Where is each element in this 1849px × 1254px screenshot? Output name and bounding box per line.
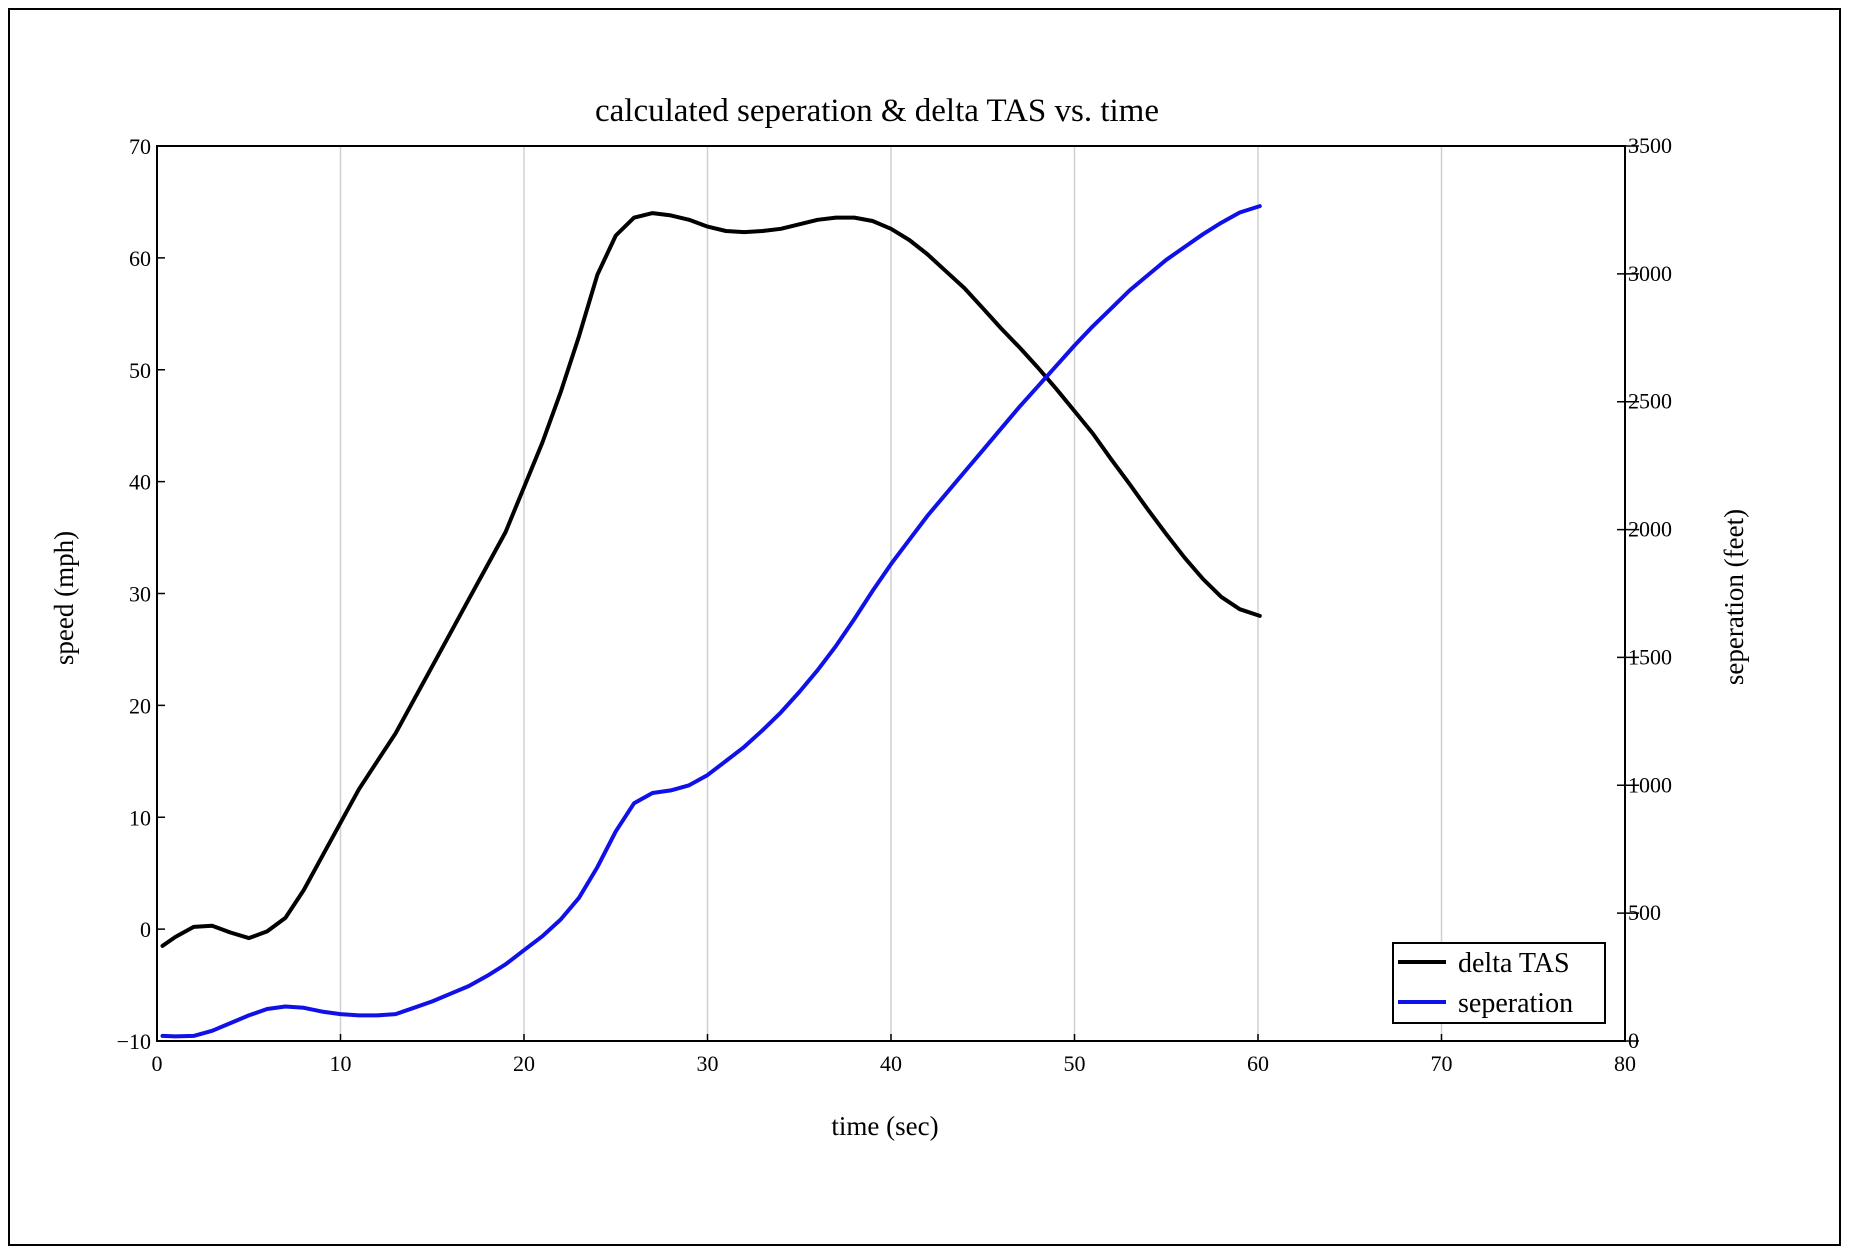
- y2-axis-title: seperation (feet): [1719, 509, 1749, 685]
- y2-tick-label: 500: [1628, 900, 1661, 925]
- x-tick-label: 10: [330, 1051, 352, 1076]
- y-axis-title: speed (mph): [49, 531, 79, 665]
- x-axis-title: time (sec): [831, 1111, 938, 1141]
- x-tick-label: 70: [1431, 1051, 1453, 1076]
- chart-frame: [8, 8, 1841, 1246]
- legend-label-delta-tas: delta TAS: [1458, 948, 1570, 979]
- y-tick-label: 0: [140, 917, 151, 942]
- y2-tick-label: 0: [1628, 1028, 1639, 1053]
- y-tick-label: 70: [129, 134, 151, 159]
- axis-ticks: 0 10 20 30 40 50 60 70 80−1001020304050607005001…: [117, 133, 1672, 1076]
- y-tick-label: 50: [129, 358, 151, 383]
- y2-tick-label: 2000: [1628, 517, 1672, 542]
- x-tick-label: 60: [1247, 1051, 1269, 1076]
- x-tick-label: 30: [697, 1051, 719, 1076]
- grid-lines: [339, 146, 1443, 1041]
- y2-tick-label: 3500: [1628, 133, 1672, 158]
- series-line-seperation: [160, 204, 1262, 1039]
- legend-label-seperation: seperation: [1458, 988, 1573, 1019]
- y-tick-label: −10: [117, 1029, 151, 1054]
- x-tick-label: 40: [880, 1051, 902, 1076]
- y-tick-label: 10: [129, 805, 151, 830]
- y2-tick-label: 1500: [1628, 644, 1672, 669]
- x-tick-label: 50: [1064, 1051, 1086, 1076]
- y2-tick-label: 3000: [1628, 261, 1672, 286]
- y2-tick-label: 2500: [1628, 389, 1672, 414]
- series-layer: [160, 204, 1262, 1039]
- legend: delta TAS seperation: [1392, 942, 1606, 1024]
- chart-title: calculated seperation & delta TAS vs. ti…: [595, 93, 1159, 129]
- y2-tick-label: 1000: [1628, 772, 1672, 797]
- series-line-delta-tas: [160, 211, 1262, 948]
- y-tick-label: 20: [129, 693, 151, 718]
- x-tick-label: 0: [152, 1051, 163, 1076]
- y-tick-label: 40: [129, 470, 151, 495]
- x-tick-label: 80: [1614, 1051, 1636, 1076]
- y-tick-label: 30: [129, 582, 151, 607]
- x-tick-label: 20: [513, 1051, 535, 1076]
- y-tick-label: 60: [129, 246, 151, 271]
- legend-box: [1392, 942, 1606, 1024]
